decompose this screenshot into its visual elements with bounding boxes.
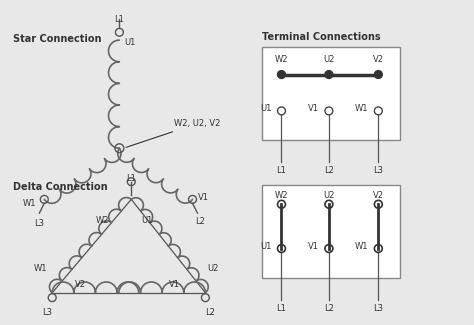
Text: Terminal Connections: Terminal Connections [262,32,380,42]
Text: V1: V1 [308,242,319,251]
Text: L3: L3 [374,304,383,313]
Text: U1: U1 [260,104,272,113]
Text: W1: W1 [34,264,47,273]
Text: L3: L3 [374,166,383,175]
Text: L3: L3 [34,219,45,228]
Text: V2: V2 [373,190,384,200]
Text: L3: L3 [42,308,52,318]
Text: U1: U1 [141,216,153,226]
Text: Delta Connection: Delta Connection [13,182,107,192]
Text: L2: L2 [195,217,205,226]
Text: W2: W2 [275,55,288,64]
Text: W2: W2 [96,216,109,226]
Text: L1: L1 [126,174,136,183]
Text: W1: W1 [355,242,368,251]
Text: W2, U2, V2: W2, U2, V2 [126,119,220,147]
Text: V1: V1 [198,193,209,202]
Text: L2: L2 [205,308,215,318]
Text: W2: W2 [275,190,288,200]
Text: W1: W1 [355,104,368,113]
Circle shape [325,71,333,78]
Text: L1: L1 [114,15,124,24]
Text: U2: U2 [323,55,335,64]
Text: U2: U2 [207,264,219,273]
Text: L2: L2 [324,166,334,175]
Circle shape [277,71,285,78]
Text: Star Connection: Star Connection [13,34,101,44]
Text: U2: U2 [323,190,335,200]
Bar [262,47,400,140]
Text: W1: W1 [23,199,36,208]
Circle shape [374,71,382,78]
Text: V1: V1 [308,104,319,113]
Text: V2: V2 [74,280,85,289]
Bar [262,185,400,278]
Text: V1: V1 [169,280,180,289]
Text: V2: V2 [373,55,384,64]
Text: L1: L1 [276,166,286,175]
Text: U1: U1 [124,38,136,47]
Text: U1: U1 [260,242,272,251]
Text: L1: L1 [276,304,286,313]
Text: L2: L2 [324,304,334,313]
